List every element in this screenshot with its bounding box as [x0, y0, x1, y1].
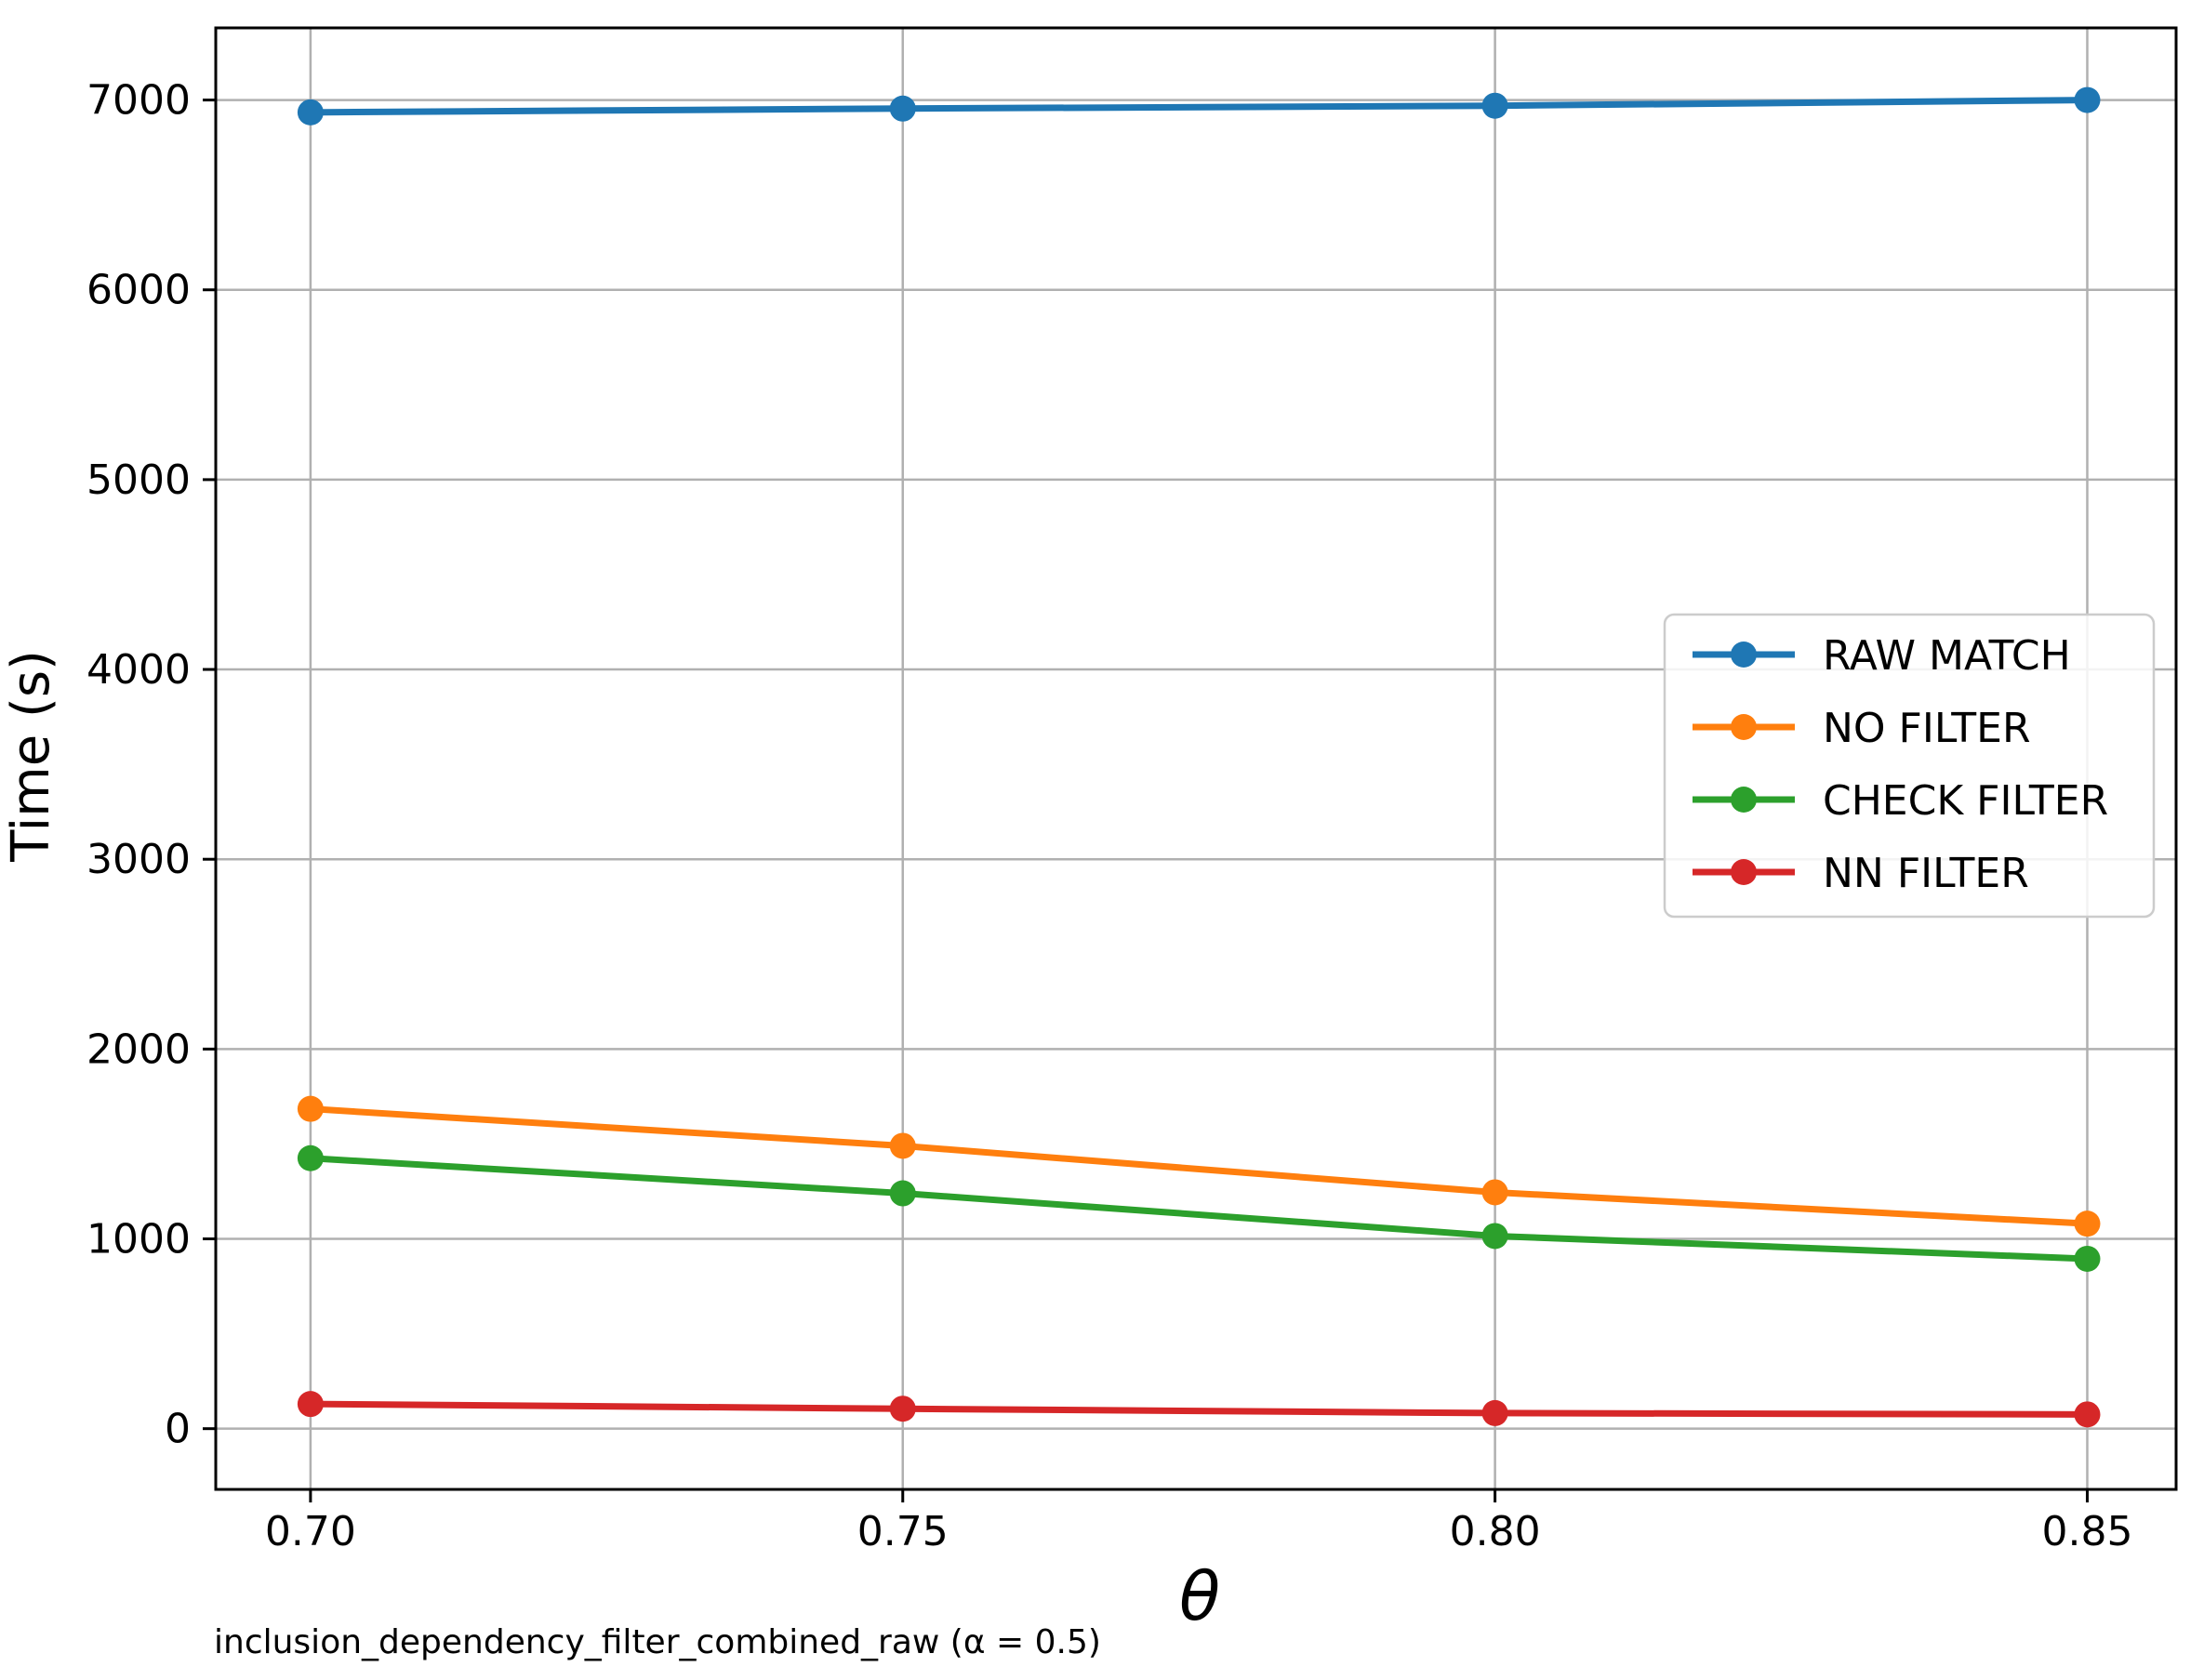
x-tick-label: 0.85 [2041, 1508, 2132, 1555]
line-nn-filter [310, 1400, 2088, 1418]
point-check-filter-0 [297, 1144, 324, 1171]
y-tick-label: 2000 [86, 1025, 191, 1073]
plot-border [214, 26, 2178, 1491]
legend-box [1663, 613, 2156, 919]
line-check-filter [310, 1155, 2088, 1263]
point-check-filter-1 [889, 1180, 916, 1207]
legend-marker [1731, 859, 1757, 885]
y-axis-label: Time (s) [1, 650, 61, 863]
legend-label: RAW MATCH [1823, 632, 2071, 680]
point-nn-filter-1 [889, 1396, 916, 1422]
point-no-filter-0 [297, 1095, 324, 1122]
point-no-filter-3 [2074, 1210, 2101, 1237]
x-tick-label: 0.70 [265, 1508, 356, 1555]
series-lines [297, 86, 2101, 1428]
legend-marker [1731, 642, 1757, 668]
point-nn-filter-0 [297, 1391, 324, 1418]
point-raw-match-2 [1481, 92, 1508, 119]
point-nn-filter-2 [1481, 1399, 1508, 1426]
legend-item-nn-filter: NN FILTER [1693, 850, 2029, 897]
point-raw-match-1 [889, 95, 916, 122]
point-no-filter-1 [889, 1132, 916, 1159]
legend-item-no-filter: NO FILTER [1693, 705, 2031, 752]
legend-marker [1731, 787, 1757, 813]
point-check-filter-3 [2074, 1245, 2101, 1272]
x-axis-label: θ [1179, 1557, 1220, 1635]
line-raw-match [310, 97, 2088, 116]
y-tick-label: 0 [165, 1406, 191, 1453]
line-no-filter [310, 1105, 2088, 1227]
legend-label: NN FILTER [1823, 850, 2029, 897]
point-no-filter-2 [1481, 1179, 1508, 1206]
point-nn-filter-3 [2074, 1401, 2101, 1428]
y-tick-label: 1000 [86, 1216, 191, 1263]
axis-ticks: 0 1000 2000 3000 4000 5000 6000 7000 0.70 0.75 0.8… [86, 77, 2132, 1555]
y-tick-label: 4000 [86, 646, 191, 694]
legend-marker [1731, 714, 1757, 740]
legend-item-raw-match: RAW MATCH [1693, 632, 2071, 680]
legend-label: CHECK FILTER [1823, 777, 2108, 825]
y-tick-label: 7000 [86, 77, 191, 125]
legend: RAW MATCH NO FILTER CHECK FILTER NN FILTER [1663, 613, 2156, 919]
point-check-filter-2 [1481, 1223, 1508, 1250]
x-tick-label: 0.75 [857, 1508, 949, 1555]
legend-item-check-filter: CHECK FILTER [1693, 777, 2108, 825]
y-tick-label: 3000 [86, 836, 191, 883]
legend-label: NO FILTER [1823, 705, 2031, 752]
y-tick-label: 6000 [86, 267, 191, 314]
y-tick-label: 5000 [86, 456, 191, 504]
x-tick-label: 0.80 [1450, 1508, 1541, 1555]
point-raw-match-3 [2074, 86, 2101, 113]
point-raw-match-0 [297, 99, 324, 126]
caption: inclusion_dependency_filter_combined_raw… [214, 1623, 1101, 1661]
gridlines [216, 28, 2176, 1489]
axes-spines [214, 26, 2178, 1491]
